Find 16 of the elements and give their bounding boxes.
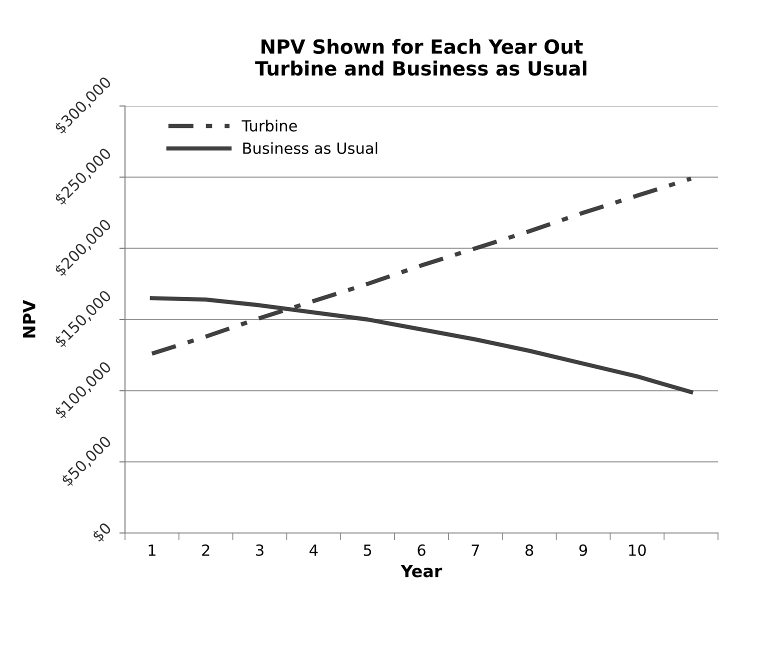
- y-axis-title: NPV: [23, 300, 36, 338]
- y-tick-label: $0: [91, 522, 114, 544]
- x-tick-label: 10: [629, 544, 646, 556]
- x-tick-label: 4: [310, 544, 318, 556]
- x-tick-label: 5: [364, 544, 372, 556]
- chart-title: NPV Shown for Each Year Out Turbine and Business as Usual: [255, 38, 586, 76]
- legend-label: Business as Usual: [243, 142, 378, 154]
- x-tick-label: 9: [579, 544, 588, 556]
- x-tick-label: 3: [256, 544, 264, 556]
- x-tick-label: 7: [472, 544, 479, 556]
- x-tick-label: 1: [148, 544, 156, 556]
- x-tick-label: 8: [525, 544, 534, 556]
- x-tick-label: 2: [202, 544, 210, 556]
- legend-label: Turbine: [242, 120, 297, 132]
- x-axis-title: Year: [400, 564, 442, 578]
- x-tick-label: 6: [418, 544, 426, 556]
